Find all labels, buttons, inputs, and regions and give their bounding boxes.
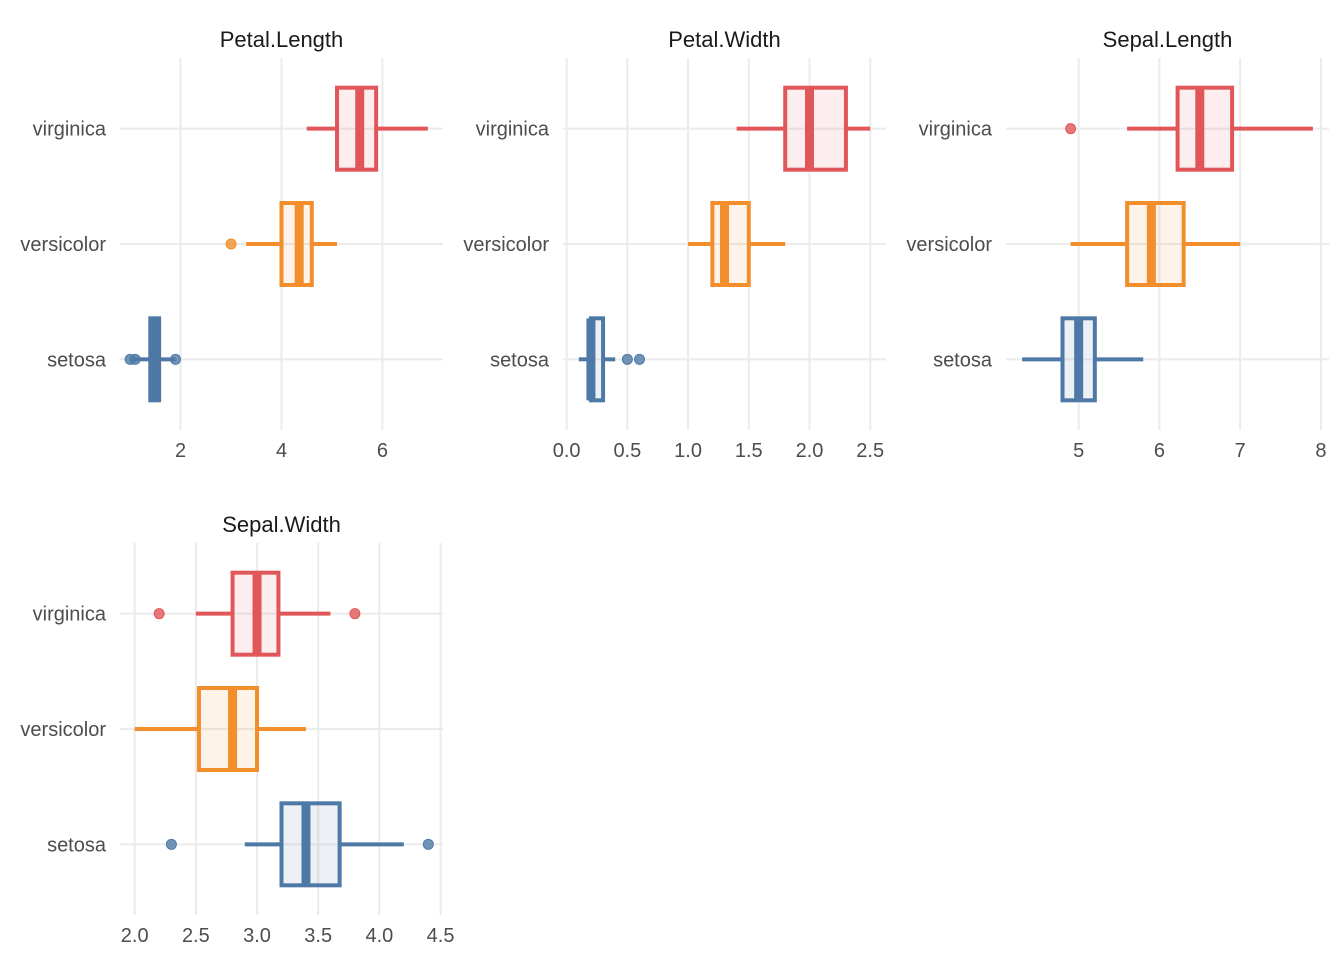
outlier-point: [170, 353, 182, 365]
category-label-versicolor: versicolor: [20, 719, 106, 741]
x-tick-label: 4.5: [427, 925, 455, 947]
category-label-versicolor: versicolor: [463, 234, 549, 256]
outlier-point: [349, 608, 361, 620]
x-tick-label: 2.0: [796, 440, 824, 462]
panel-petal-length: Petal.Length 2 4 6 setosa versicolor virginica: [20, 27, 443, 462]
x-tick-label: 6: [377, 440, 388, 462]
x-tick-label: 3.5: [304, 925, 332, 947]
x-tick-label: 1.0: [674, 440, 702, 462]
outlier-point: [621, 353, 633, 365]
x-tick-label: 8: [1315, 440, 1326, 462]
boxplot-virginica: [153, 570, 361, 657]
x-tick-label: 3.0: [243, 925, 271, 947]
category-label-versicolor: versicolor: [906, 234, 992, 256]
boxplot-virginica: [306, 85, 428, 172]
iqr-box: [279, 801, 342, 888]
x-tick-label: 5: [1073, 440, 1084, 462]
iqr-box: [196, 686, 260, 772]
panel-petal-width: Petal.Width 0.0 0.5 1.0 1.5 2.0 2.5 setosa versi…: [463, 27, 886, 462]
x-tick-label: 2: [175, 440, 186, 462]
category-label-virginica: virginica: [33, 119, 107, 141]
x-tick-label: 2.5: [856, 440, 884, 462]
outlier-point: [634, 353, 645, 365]
panel-sepal-width: Sepal.Width 2.0 2.5 3.0 3.5 4.0 4.5 setosa versi…: [20, 512, 454, 947]
panel-title: Petal.Width: [668, 27, 781, 52]
boxplot-virginica: [736, 85, 871, 172]
iqr-box: [1175, 85, 1235, 172]
category-label-virginica: virginica: [919, 119, 993, 141]
x-tick-label: 0.0: [553, 440, 581, 462]
boxplot-setosa: [1022, 316, 1144, 403]
category-label-setosa: setosa: [490, 349, 550, 371]
outlier-point: [153, 608, 165, 620]
boxplot-setosa: [165, 801, 434, 888]
category-label-versicolor: versicolor: [20, 234, 106, 256]
x-tick-label: 2.5: [182, 925, 210, 947]
x-tick-label: 7: [1235, 440, 1246, 462]
category-label-virginica: virginica: [476, 119, 550, 141]
boxplot-setosa: [578, 316, 645, 403]
boxplot-versicolor: [688, 201, 786, 287]
category-label-virginica: virginica: [33, 604, 107, 626]
x-tick-label: 4: [276, 440, 287, 462]
category-label-setosa: setosa: [933, 349, 993, 371]
outlier-point: [1065, 123, 1077, 135]
category-label-setosa: setosa: [47, 834, 107, 856]
x-tick-label: 4.0: [365, 925, 393, 947]
boxplot-versicolor: [225, 201, 338, 287]
x-tick-label: 0.5: [613, 440, 641, 462]
boxplot-versicolor: [1070, 201, 1241, 287]
iqr-box: [710, 201, 751, 287]
outlier-point: [422, 838, 434, 850]
outlier-point: [165, 838, 177, 850]
boxplot-setosa: [124, 316, 182, 403]
panel-title: Sepal.Width: [222, 512, 341, 537]
x-tick-label: 2.0: [121, 925, 149, 947]
outlier-point: [129, 353, 141, 365]
x-tick-label: 6: [1154, 440, 1165, 462]
boxplot-virginica: [1065, 85, 1313, 172]
panel-title: Sepal.Length: [1103, 27, 1233, 52]
iqr-box: [783, 85, 848, 172]
panel-sepal-length: Sepal.Length 5 6 7 8 setosa versicolor virginic…: [906, 27, 1329, 462]
category-label-setosa: setosa: [47, 349, 107, 371]
outlier-point: [225, 238, 237, 250]
panel-title: Petal.Length: [220, 27, 344, 52]
x-tick-label: 1.5: [735, 440, 763, 462]
boxplot-versicolor: [134, 686, 306, 772]
